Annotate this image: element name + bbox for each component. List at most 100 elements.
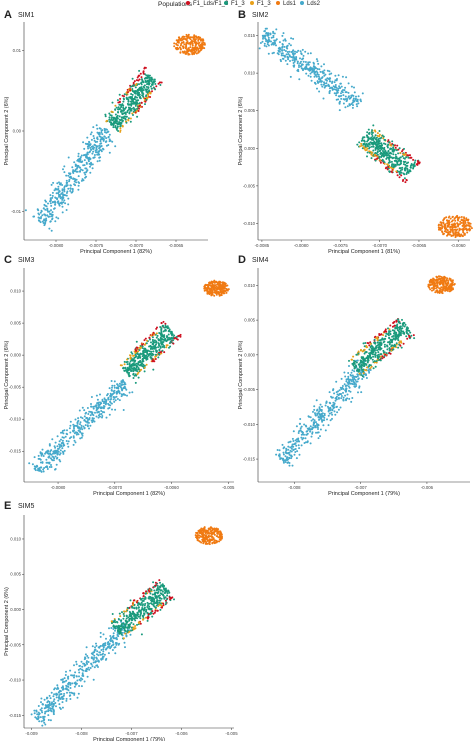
- data-point: [101, 644, 104, 647]
- data-point: [114, 108, 117, 111]
- data-point: [67, 676, 69, 679]
- data-point: [142, 81, 145, 84]
- data-point: [59, 202, 62, 205]
- data-point: [78, 671, 81, 674]
- data-point: [63, 188, 66, 191]
- x-tick-label: -0.005: [225, 731, 238, 736]
- data-point: [150, 80, 153, 83]
- data-point: [53, 693, 56, 696]
- data-point: [67, 203, 70, 206]
- data-point: [132, 81, 135, 84]
- data-point: [38, 720, 41, 723]
- data-point: [71, 166, 74, 169]
- data-point: [84, 173, 87, 176]
- data-point: [61, 205, 64, 208]
- data-point: [145, 85, 148, 88]
- data-point: [36, 208, 39, 211]
- x-tick-label: -0.008: [75, 731, 88, 736]
- data-point: [69, 172, 72, 175]
- data-point: [114, 145, 117, 148]
- data-point: [132, 110, 135, 113]
- data-point: [78, 675, 80, 678]
- data-point: [95, 124, 98, 127]
- data-point: [155, 85, 158, 88]
- data-point: [159, 84, 162, 86]
- data-point: [135, 82, 138, 85]
- data-point: [51, 211, 54, 214]
- data-point: [110, 121, 113, 124]
- data-point: [47, 719, 50, 721]
- data-point: [84, 653, 87, 656]
- data-point: [81, 169, 84, 172]
- data-point: [61, 189, 64, 192]
- data-point: [151, 90, 153, 93]
- data-point: [47, 714, 50, 717]
- data-point: [121, 611, 123, 614]
- data-point: [49, 697, 52, 700]
- data-point: [89, 144, 91, 147]
- data-point: [95, 656, 98, 659]
- data-point: [56, 684, 59, 687]
- data-point: [75, 660, 78, 663]
- data-point: [89, 667, 92, 669]
- data-point: [139, 97, 142, 100]
- data-point: [38, 213, 41, 216]
- data-point: [69, 669, 72, 672]
- data-point: [121, 120, 124, 123]
- data-point: [66, 688, 69, 691]
- data-point: [85, 167, 88, 170]
- data-point: [85, 170, 88, 173]
- legend-dot-green: [224, 1, 228, 6]
- data-point: [73, 685, 76, 688]
- data-point: [65, 699, 68, 702]
- data-point: [50, 229, 53, 232]
- data-point: [81, 668, 83, 671]
- data-point: [144, 100, 147, 103]
- data-point: [109, 114, 112, 117]
- data-point: [119, 129, 122, 132]
- data-point: [65, 174, 68, 177]
- data-point: [89, 146, 92, 149]
- data-point: [127, 117, 130, 120]
- data-point: [95, 151, 97, 154]
- data-point: [134, 90, 137, 92]
- data-point: [52, 711, 55, 714]
- data-point: [84, 656, 86, 659]
- data-point: [58, 204, 61, 207]
- data-point: [131, 77, 134, 80]
- data-point: [41, 703, 44, 706]
- data-point: [90, 662, 93, 665]
- data-point: [62, 201, 65, 204]
- data-point: [50, 691, 53, 694]
- data-point: [111, 116, 113, 119]
- data-point: [70, 691, 73, 694]
- data-point: [149, 96, 152, 98]
- data-point: [134, 104, 137, 107]
- data-point: [82, 141, 85, 144]
- data-point: [111, 119, 114, 122]
- data-point: [57, 202, 60, 205]
- x-tick-label: -0.007: [125, 731, 138, 736]
- data-point: [129, 120, 132, 123]
- data-point: [135, 110, 138, 113]
- data-point: [66, 181, 69, 184]
- data-point: [138, 107, 140, 110]
- data-point: [72, 172, 75, 174]
- data-point: [92, 651, 95, 654]
- data-point: [136, 76, 139, 79]
- data-point: [124, 117, 127, 120]
- data-point: [59, 197, 62, 200]
- data-point: [41, 214, 44, 217]
- data-point: [148, 76, 151, 79]
- data-point: [50, 204, 53, 207]
- data-point: [101, 138, 104, 141]
- data-point: [58, 193, 60, 196]
- data-point: [65, 194, 68, 197]
- data-point: [81, 672, 84, 675]
- data-point: [98, 651, 101, 654]
- data-point: [69, 687, 72, 689]
- x-tick-label: -0.009: [25, 731, 38, 736]
- data-point: [33, 709, 36, 712]
- data-point: [68, 691, 71, 694]
- data-point: [53, 698, 56, 701]
